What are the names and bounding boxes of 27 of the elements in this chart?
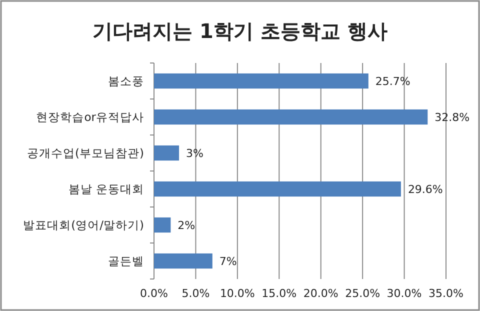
bar [154,181,401,197]
bar [154,253,212,269]
y-tick-label: 발표대회(영어/말하기) [23,218,144,232]
y-tick-label: 공개수업(부모님참관) [27,146,144,160]
data-label: 29.6% [408,183,443,196]
y-tick-label: 봄소풍 [108,74,144,88]
x-tick-label: 15.0% [262,287,297,300]
x-tick-label: 0.0% [140,287,168,300]
x-tick-label: 35.0% [428,287,464,300]
x-tick-label: 30.0% [386,287,422,300]
x-tick-label: 20.0% [303,287,338,300]
data-label: 2% [178,219,196,232]
data-label: 3% [186,147,204,160]
y-tick-label: 봄날 운동대회 [68,182,144,196]
data-label: 7% [219,255,237,268]
data-label: 32.8% [434,111,470,124]
bar [154,145,180,161]
bar [154,217,171,233]
data-label: 25.7% [375,75,410,88]
x-tick-label: 25.0% [345,287,380,300]
x-tick-label: 10.0% [220,287,255,300]
chart-title: 기다려지는 1학기 초등학교 행사 [92,19,388,43]
y-tick-label: 현장학습or유적답사 [36,110,144,124]
y-tick-label: 골든벨 [108,254,144,268]
x-tick-label: 5.0% [182,287,210,300]
bar [154,73,368,89]
bar [154,109,428,125]
